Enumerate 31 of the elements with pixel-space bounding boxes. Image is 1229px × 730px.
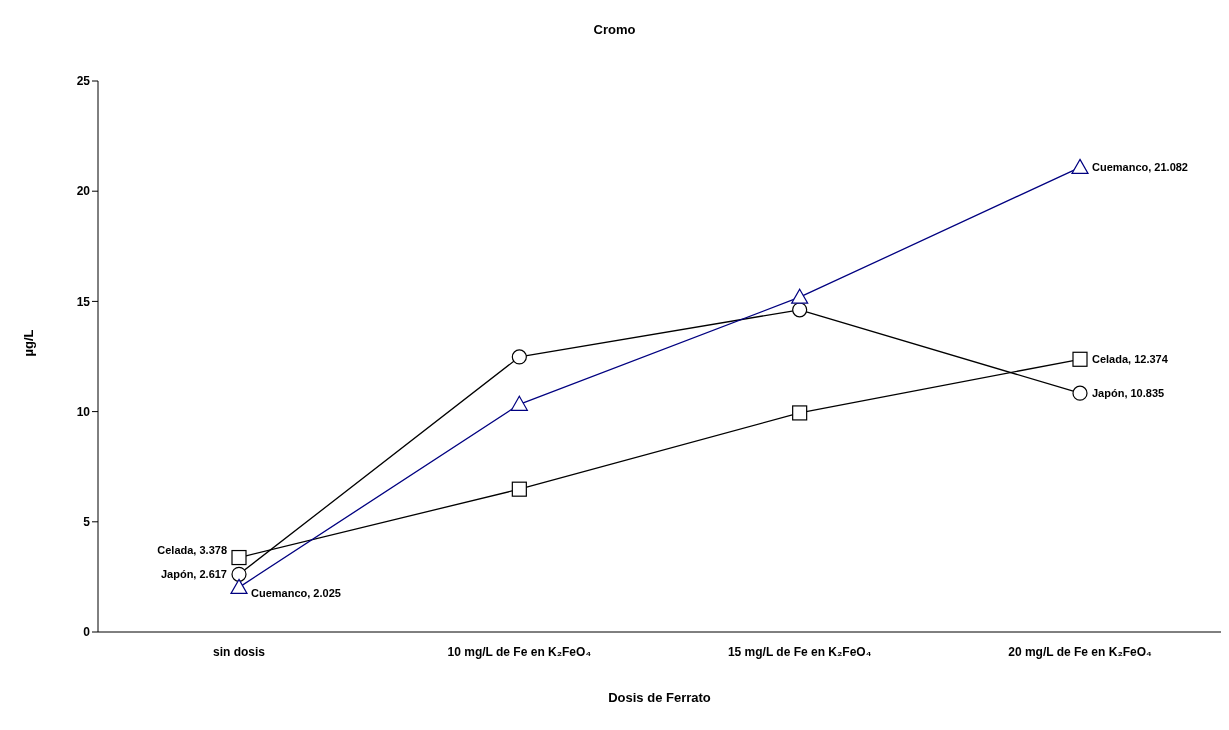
y-tick-label: 5 [83,515,91,530]
chart-title: Cromo [592,22,637,37]
data-label: Celada, 12.374 [1092,353,1169,366]
y-tick-label: 25 [76,74,91,89]
x-tick-label: 15 mg/L de Fe en K₂FeO₄ [727,645,872,659]
data-label: Cuemanco, 2.025 [251,587,341,600]
y-tick-label: 0 [83,625,91,640]
point [230,578,248,594]
y-tick-label: 20 [76,184,91,199]
x-tick-label: sin dosis [212,645,266,659]
y-tick-label: 10 [76,404,91,419]
point [1072,351,1088,367]
data-label: Japón, 2.617 [160,568,227,581]
point [231,566,247,582]
point [792,302,808,318]
data-label: Japón, 10.835 [1092,387,1165,400]
point [511,349,527,365]
point [511,481,527,497]
y-tick-label: 15 [76,294,91,309]
x-tick-label: 20 mg/L de Fe en K₂FeO₄ [1008,645,1153,659]
point [1071,158,1089,174]
point [1072,385,1088,401]
x-tick-label: 10 mg/L de Fe en K₂FeO₄ [447,645,592,659]
point [231,549,247,566]
point [792,405,808,421]
data-label: Celada, 3.378 [157,543,227,556]
y-axis-title: µg/L [20,329,36,357]
x-axis-title: Dosis de Ferrato [608,690,711,705]
point [791,288,809,304]
data-label: Cuemanco, 21.082 [1092,161,1188,174]
point [510,395,528,411]
